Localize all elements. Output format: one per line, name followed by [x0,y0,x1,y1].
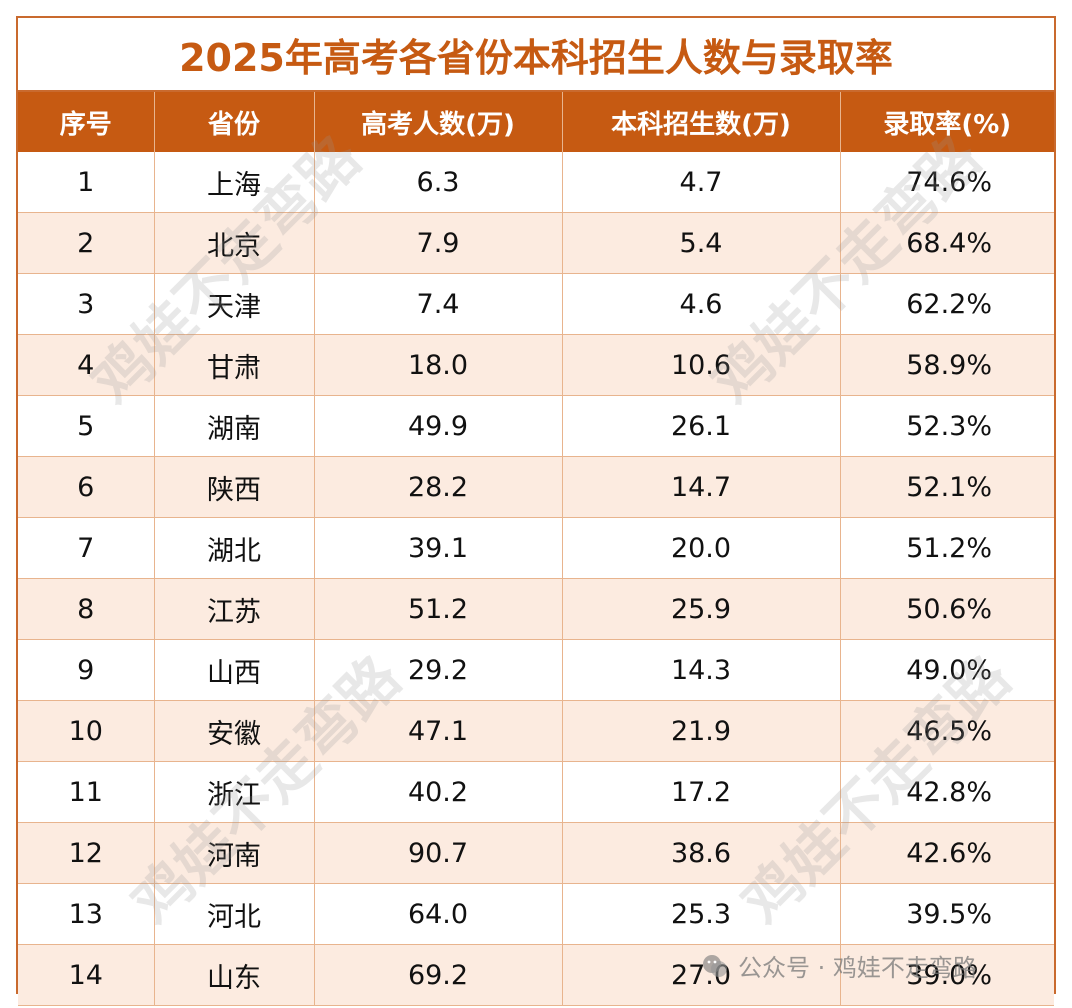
cell-examinees: 39.1 [314,517,563,579]
cell-province: 甘肃 [154,334,315,396]
cell-rate: 68.4% [840,212,1054,274]
cell-examinees: 28.2 [314,456,563,518]
cell-no: 9 [18,639,155,701]
cell-admitted: 38.6 [562,822,841,884]
table-row: 13 河北 64.0 25.3 39.5% [18,883,1054,945]
cell-province: 江苏 [154,578,315,640]
table-body: 1 上海 6.3 4.7 74.6% 2 北京 7.9 5.4 68.4% 3 天津 7.4 4.6 62.… [18,152,1054,1006]
cell-province: 河北 [154,883,315,945]
cell-rate: 51.2% [840,517,1054,579]
cell-rate: 39.0% [840,944,1054,1006]
cell-province: 北京 [154,212,315,274]
cell-rate: 74.6% [840,152,1054,213]
table-row: 10 安徽 47.1 21.9 46.5% [18,700,1054,762]
cell-examinees: 7.4 [314,273,563,335]
cell-rate: 52.1% [840,456,1054,518]
cell-examinees: 47.1 [314,700,563,762]
cell-no: 4 [18,334,155,396]
cell-examinees: 90.7 [314,822,563,884]
cell-province: 山东 [154,944,315,1006]
table-row: 5 湖南 49.9 26.1 52.3% [18,395,1054,457]
cell-admitted: 4.7 [562,152,841,213]
cell-no: 12 [18,822,155,884]
footer-watermark: 公众号 · 鸡娃不走弯路 [700,948,977,983]
cell-examinees: 69.2 [314,944,563,1006]
table-row: 7 湖北 39.1 20.0 51.2% [18,517,1054,579]
cell-admitted: 25.3 [562,883,841,945]
cell-rate: 49.0% [840,639,1054,701]
cell-no: 6 [18,456,155,518]
cell-admitted: 26.1 [562,395,841,457]
cell-province: 湖南 [154,395,315,457]
cell-examinees: 7.9 [314,212,563,274]
cell-rate: 39.5% [840,883,1054,945]
cell-admitted: 17.2 [562,761,841,823]
cell-admitted: 25.9 [562,578,841,640]
table-row: 6 陕西 28.2 14.7 52.1% [18,456,1054,518]
table-row: 12 河南 90.7 38.6 42.6% [18,822,1054,884]
cell-province: 湖北 [154,517,315,579]
table-header: 序号 省份 高考人数(万) 本科招生数(万) 录取率(%) [18,92,1054,152]
table-row: 3 天津 7.4 4.6 62.2% [18,273,1054,335]
cell-province: 河南 [154,822,315,884]
cell-examinees: 6.3 [314,152,563,213]
cell-examinees: 49.9 [314,395,563,457]
header-no: 序号 [18,92,155,152]
cell-examinees: 40.2 [314,761,563,823]
cell-rate: 62.2% [840,273,1054,335]
table-row: 9 山西 29.2 14.3 49.0% [18,639,1054,701]
cell-rate: 42.6% [840,822,1054,884]
cell-examinees: 18.0 [314,334,563,396]
admission-table: 序号 省份 高考人数(万) 本科招生数(万) 录取率(%) 1 上海 6.3 4.7 7… [18,92,1054,1006]
cell-no: 8 [18,578,155,640]
cell-no: 1 [18,152,155,213]
table-row: 8 江苏 51.2 25.9 50.6% [18,578,1054,640]
cell-admitted: 21.9 [562,700,841,762]
cell-no: 3 [18,273,155,335]
cell-examinees: 64.0 [314,883,563,945]
cell-province: 上海 [154,152,315,213]
cell-rate: 58.9% [840,334,1054,396]
header-admitted: 本科招生数(万) [562,92,841,152]
header-province: 省份 [154,92,315,152]
cell-province: 山西 [154,639,315,701]
table-title: 2025年高考各省份本科招生人数与录取率 [18,18,1054,92]
cell-admitted: 4.6 [562,273,841,335]
cell-rate: 42.8% [840,761,1054,823]
footer-label: 公众号 · 鸡娃不走弯路 [738,954,977,982]
cell-examinees: 51.2 [314,578,563,640]
cell-rate: 50.6% [840,578,1054,640]
cell-no: 13 [18,883,155,945]
cell-province: 陕西 [154,456,315,518]
table-row: 4 甘肃 18.0 10.6 58.9% [18,334,1054,396]
cell-rate: 46.5% [840,700,1054,762]
cell-no: 11 [18,761,155,823]
cell-no: 10 [18,700,155,762]
table-row: 2 北京 7.9 5.4 68.4% [18,212,1054,274]
cell-admitted: 14.3 [562,639,841,701]
header-examinees: 高考人数(万) [314,92,563,152]
cell-province: 安徽 [154,700,315,762]
cell-admitted: 5.4 [562,212,841,274]
cell-admitted: 20.0 [562,517,841,579]
wechat-icon [703,954,727,977]
table-row: 14 山东 69.2 27.0 39.0% [18,944,1054,1006]
cell-no: 5 [18,395,155,457]
cell-rate: 52.3% [840,395,1054,457]
cell-no: 7 [18,517,155,579]
cell-no: 2 [18,212,155,274]
cell-admitted: 14.7 [562,456,841,518]
cell-admitted: 10.6 [562,334,841,396]
cell-no: 14 [18,944,155,1006]
table-row: 1 上海 6.3 4.7 74.6% [18,152,1054,213]
table-row: 11 浙江 40.2 17.2 42.8% [18,761,1054,823]
cell-province: 天津 [154,273,315,335]
cell-examinees: 29.2 [314,639,563,701]
cell-province: 浙江 [154,761,315,823]
table-frame: 2025年高考各省份本科招生人数与录取率 序号 省份 高考人数(万) 本科招生数… [16,16,1056,1006]
header-rate: 录取率(%) [840,92,1054,152]
